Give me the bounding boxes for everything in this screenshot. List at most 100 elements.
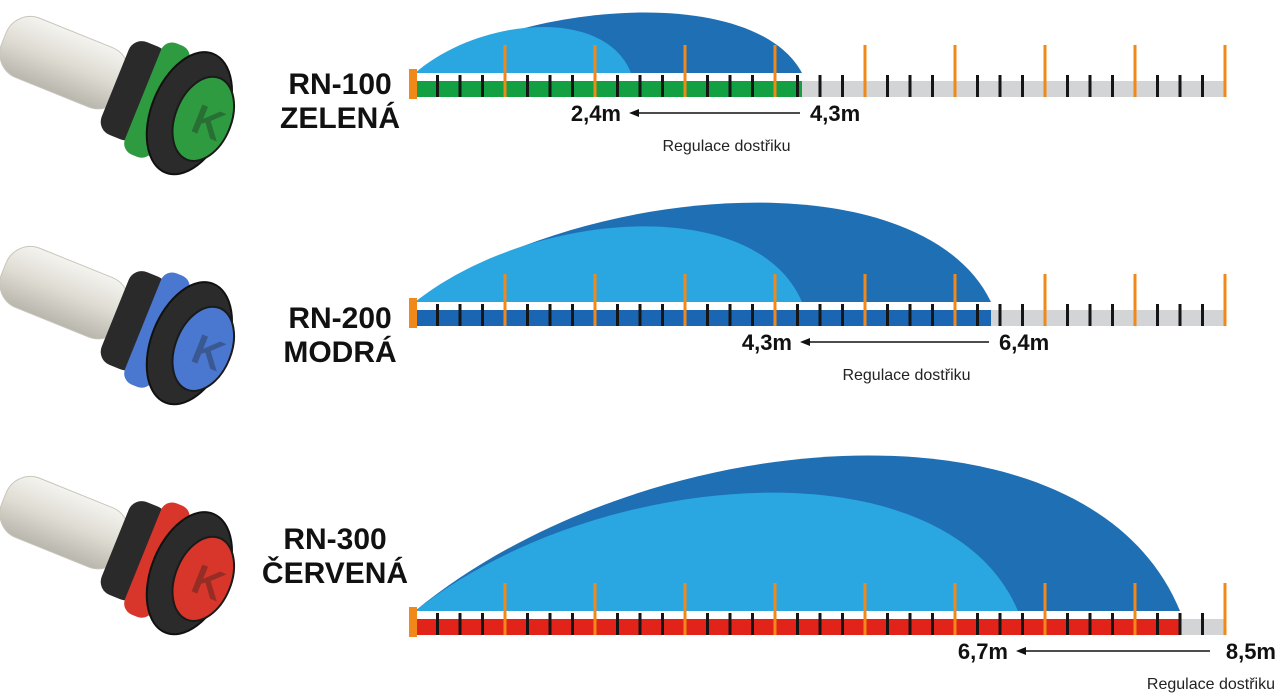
range-row-rn200: 4,3m 6,4m Regulace dostřiku	[409, 202, 1227, 384]
minor-tick	[1201, 75, 1204, 97]
minor-tick	[796, 304, 799, 326]
spray-arc-min	[415, 226, 802, 302]
model-name: RN-300	[283, 523, 387, 556]
meter-tick	[683, 274, 687, 326]
meter-tick	[503, 583, 507, 635]
minor-tick	[458, 304, 462, 326]
minor-tick	[481, 613, 484, 635]
meter-tick	[773, 274, 777, 326]
min-range-label: 6,7m	[958, 639, 1008, 664]
minor-tick	[886, 75, 889, 97]
minor-tick	[526, 75, 529, 97]
minor-tick	[1021, 613, 1024, 635]
minor-tick	[751, 75, 754, 97]
throw-band	[415, 310, 991, 326]
minor-tick	[571, 304, 574, 326]
meter-tick	[503, 274, 507, 326]
origin-marker	[409, 298, 417, 328]
origin-marker	[409, 607, 417, 637]
minor-tick	[841, 613, 844, 635]
range-row-rn100: 2,4m 4,3m Regulace dostřiku	[409, 12, 1227, 155]
minor-tick	[1111, 613, 1114, 635]
minor-tick	[481, 75, 484, 97]
model-name: RN-100	[288, 68, 392, 101]
minor-tick	[571, 75, 574, 97]
minor-tick	[818, 613, 822, 635]
meter-tick	[1223, 45, 1227, 97]
range-arrow-head	[800, 338, 810, 346]
throw-band	[415, 81, 802, 97]
meter-tick	[1043, 45, 1047, 97]
meter-tick	[593, 45, 597, 97]
minor-tick	[1088, 613, 1092, 635]
meter-tick	[503, 45, 507, 97]
minor-tick	[1156, 75, 1159, 97]
meter-tick	[863, 274, 867, 326]
row-label-rn200: RN-200 MODRÁ	[265, 302, 415, 370]
minor-tick	[436, 75, 439, 97]
minor-tick	[616, 304, 619, 326]
minor-tick	[638, 613, 642, 635]
spray-arc-min	[415, 26, 631, 73]
minor-tick	[841, 75, 844, 97]
meter-tick	[863, 583, 867, 635]
meter-tick	[1043, 274, 1047, 326]
minor-tick	[1178, 613, 1182, 635]
minor-tick	[436, 613, 439, 635]
minor-tick	[706, 75, 709, 97]
minor-tick	[661, 304, 664, 326]
max-range-label: 8,5m	[1226, 639, 1276, 664]
range-caption: Regulace dostřiku	[1147, 676, 1275, 693]
nozzle-body: K	[0, 475, 236, 636]
meter-tick	[593, 583, 597, 635]
minor-tick	[751, 304, 754, 326]
minor-tick	[998, 75, 1002, 97]
model-name: RN-200	[288, 302, 392, 335]
minor-tick	[526, 613, 529, 635]
minor-tick	[728, 304, 732, 326]
minor-tick	[1178, 304, 1182, 326]
minor-tick	[818, 304, 822, 326]
origin-marker	[409, 69, 417, 99]
minor-tick	[796, 613, 799, 635]
color-name: ČERVENÁ	[261, 557, 409, 590]
minor-tick	[706, 613, 709, 635]
minor-tick	[661, 75, 664, 97]
minor-tick	[616, 75, 619, 97]
max-range-label: 4,3m	[810, 101, 860, 126]
minor-tick	[481, 304, 484, 326]
color-name: MODRÁ	[283, 336, 397, 369]
row-label-rn100: RN-100 ZELENÁ	[265, 68, 415, 136]
minor-tick	[908, 304, 912, 326]
minor-tick	[728, 75, 732, 97]
minor-tick	[1088, 75, 1092, 97]
minor-tick	[1111, 304, 1114, 326]
range-caption: Regulace dostřiku	[662, 138, 790, 155]
minor-tick	[886, 613, 889, 635]
row-label-rn300: RN-300 ČERVENÁ	[260, 523, 410, 591]
minor-tick	[616, 613, 619, 635]
meter-tick	[683, 45, 687, 97]
minor-tick	[1021, 304, 1024, 326]
meter-tick	[1043, 583, 1047, 635]
minor-tick	[908, 75, 912, 97]
meter-tick	[953, 583, 957, 635]
meter-tick	[773, 45, 777, 97]
meter-tick	[953, 274, 957, 326]
min-range-label: 4,3m	[742, 330, 792, 355]
nozzle-rn200-image: K	[0, 245, 236, 406]
range-arrow-head	[1016, 647, 1026, 655]
minor-tick	[548, 304, 552, 326]
range-arrow-head	[629, 109, 639, 117]
minor-tick	[458, 613, 462, 635]
minor-tick	[571, 613, 574, 635]
range-caption: Regulace dostřiku	[842, 367, 970, 384]
minor-tick	[1201, 613, 1204, 635]
meter-tick	[773, 583, 777, 635]
meter-tick	[1223, 583, 1227, 635]
minor-tick	[976, 75, 979, 97]
min-range-label: 2,4m	[571, 101, 621, 126]
minor-tick	[638, 304, 642, 326]
nozzle-body: K	[0, 245, 236, 406]
